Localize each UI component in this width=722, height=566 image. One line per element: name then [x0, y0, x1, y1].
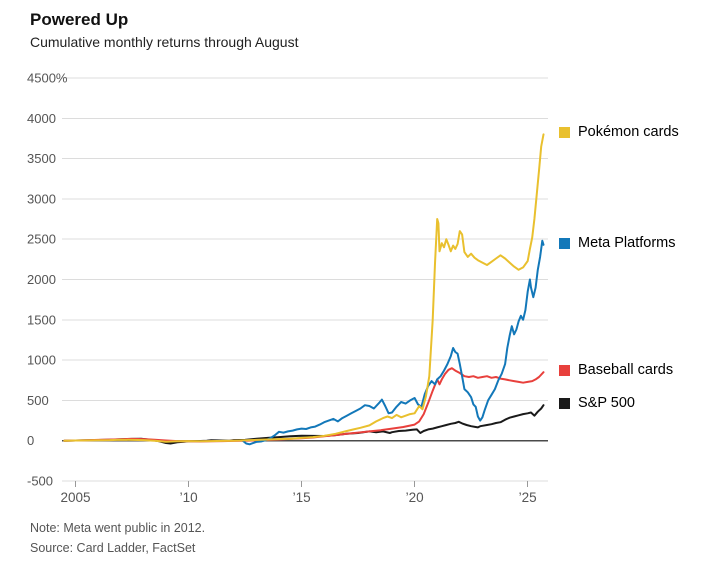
- pokemon-cards-swatch: [559, 126, 570, 138]
- legend-label-pokemon-cards: Pokémon cards: [578, 124, 679, 140]
- series-line-baseball-cards: [63, 367, 545, 443]
- x-axis-tick-label: ’20: [406, 490, 424, 505]
- y-axis-tick-label: -500: [27, 474, 53, 489]
- legend-label-meta-platforms: Meta Platforms: [578, 235, 676, 251]
- x-axis-tick-label: ’25: [519, 490, 537, 505]
- series-line-pok-mon-cards: [63, 133, 545, 443]
- legend-item-3: S&P 500: [559, 395, 635, 411]
- x-axis-tick-label: 2005: [61, 490, 91, 505]
- x-axis-tick-label: ’10: [180, 490, 198, 505]
- legend-label-sp500: S&P 500: [578, 395, 635, 411]
- chart-note: Note: Meta went public in 2012.: [30, 521, 206, 535]
- y-axis-tick-label: 3500: [27, 151, 56, 166]
- chart-title: Powered Up: [30, 10, 129, 29]
- chart-subtitle: Cumulative monthly returns through Augus…: [30, 34, 299, 50]
- y-axis-tick-label: 3000: [27, 191, 56, 206]
- sp500-swatch: [559, 397, 570, 409]
- chart-source: Source: Card Ladder, FactSet: [30, 541, 196, 555]
- y-axis-tick-label: 4000: [27, 111, 56, 126]
- series-line-meta-platforms: [241, 239, 545, 446]
- y-axis-tick-label: 4500%: [27, 71, 68, 86]
- y-axis-tick-label: 0: [27, 433, 34, 448]
- meta-platforms-swatch: [559, 237, 570, 249]
- x-axis-tick-label: ’15: [293, 490, 311, 505]
- legend-item-0: Pokémon cards: [559, 124, 679, 140]
- y-axis-tick-label: 2000: [27, 272, 56, 287]
- legend-item-1: Meta Platforms: [559, 235, 676, 251]
- legend-item-2: Baseball cards: [559, 362, 673, 378]
- y-axis-tick-label: 2500: [27, 232, 56, 247]
- legend-label-baseball-cards: Baseball cards: [578, 362, 674, 378]
- y-axis-tick-label: 500: [27, 393, 49, 408]
- y-axis-tick-label: 1000: [27, 353, 56, 368]
- baseball-cards-swatch: [559, 364, 570, 376]
- y-axis-tick-label: 1500: [27, 312, 56, 327]
